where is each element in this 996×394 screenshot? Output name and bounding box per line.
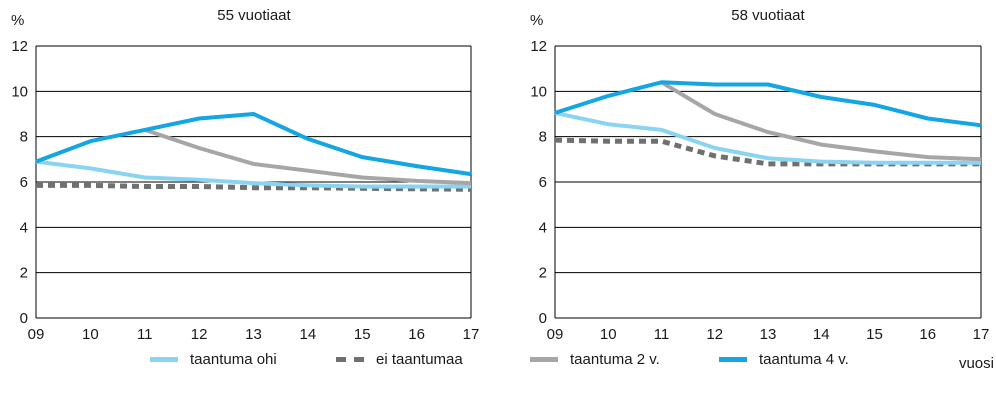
x-axis-label: vuosi <box>959 355 994 372</box>
x-tick-label-12: 12 <box>191 326 208 343</box>
series-line-taantuma-4-v <box>554 80 982 128</box>
y-tick-label-6: 6 <box>20 174 28 191</box>
x-tick-label-14: 14 <box>813 326 830 343</box>
y-tick-label-2: 2 <box>539 265 547 282</box>
x-tick-label-17: 17 <box>463 326 480 343</box>
x-tick-label-14: 14 <box>300 326 317 343</box>
x-tick-label-15: 15 <box>866 326 883 343</box>
x-tick-label-15: 15 <box>354 326 371 343</box>
series-line-taantuma-2-v <box>144 128 472 186</box>
series-line-ei-taantumaa <box>554 137 981 167</box>
legend-item-taantuma-2v: taantuma 2 v. <box>530 344 660 374</box>
y-tick-label-2: 2 <box>20 265 28 282</box>
y-tick-label-12: 12 <box>11 38 28 55</box>
y-tick-label-4: 4 <box>539 219 547 236</box>
chart-title: 58 vuotiaat <box>731 7 805 24</box>
legend-label-taantuma-ohi: taantuma ohi <box>190 350 277 368</box>
y-tick-label-6: 6 <box>539 174 547 191</box>
x-tick-label-17: 17 <box>973 326 990 343</box>
y-tick-label-8: 8 <box>20 129 28 146</box>
legend-item-ei-taantumaa: ei taantumaa <box>336 344 463 374</box>
x-tick-label-12: 12 <box>706 326 723 343</box>
y-tick-label-12: 12 <box>530 38 547 55</box>
legend-label-taantuma-4v: taantuma 4 v. <box>759 350 849 368</box>
legend-item-taantuma-ohi: taantuma ohi <box>150 344 277 374</box>
y-axis-label: % <box>11 12 24 29</box>
series-line-taantuma-ohi <box>554 110 981 165</box>
x-tick-label-09: 09 <box>28 326 45 343</box>
y-tick-label-10: 10 <box>11 83 28 100</box>
chart-legend: taantuma ohi ei taantumaa taantuma 2 v. … <box>0 344 996 374</box>
y-tick-label-0: 0 <box>539 310 547 327</box>
x-tick-label-10: 10 <box>600 326 617 343</box>
x-tick-label-16: 16 <box>408 326 425 343</box>
legend-swatch-taantuma-4v <box>719 356 747 362</box>
series-line-taantuma-2-v <box>660 80 982 162</box>
x-tick-label-13: 13 <box>760 326 777 343</box>
legend-swatch-taantuma-2v <box>530 356 558 362</box>
x-tick-label-11: 11 <box>654 326 670 343</box>
chart-panel-55: 0 2 4 6 8 10 12 09 10 11 12 13 14 15 16 17% 55 vuotiaat <box>11 7 479 343</box>
y-tick-label-10: 10 <box>530 83 547 100</box>
series-line-taantuma-4-v <box>35 112 472 177</box>
series-line-taantuma-ohi <box>35 159 471 189</box>
legend-item-taantuma-4v: taantuma 4 v. <box>719 344 849 374</box>
x-tick-label-16: 16 <box>919 326 936 343</box>
x-tick-label-10: 10 <box>82 326 99 343</box>
legend-swatch-ei-taantumaa <box>336 356 364 362</box>
legend-label-taantuma-2v: taantuma 2 v. <box>570 350 660 368</box>
y-axis-label: % <box>530 12 543 29</box>
chart-title: 55 vuotiaat <box>217 7 291 24</box>
x-tick-label-11: 11 <box>137 326 153 343</box>
y-tick-label-4: 4 <box>20 219 28 236</box>
legend-label-ei-taantumaa: ei taantumaa <box>376 350 463 368</box>
y-tick-label-8: 8 <box>539 129 547 146</box>
series-line-ei-taantumaa <box>36 182 472 192</box>
chart-panel-58: 0 2 4 6 8 10 12 09 10 11 12 13 14 15 16 17% 58 vuotiaat v… <box>530 7 994 372</box>
y-tick-label-0: 0 <box>20 310 28 327</box>
x-tick-label-13: 13 <box>245 326 262 343</box>
legend-swatch-taantuma-ohi <box>150 356 178 362</box>
x-tick-label-09: 09 <box>547 326 564 343</box>
